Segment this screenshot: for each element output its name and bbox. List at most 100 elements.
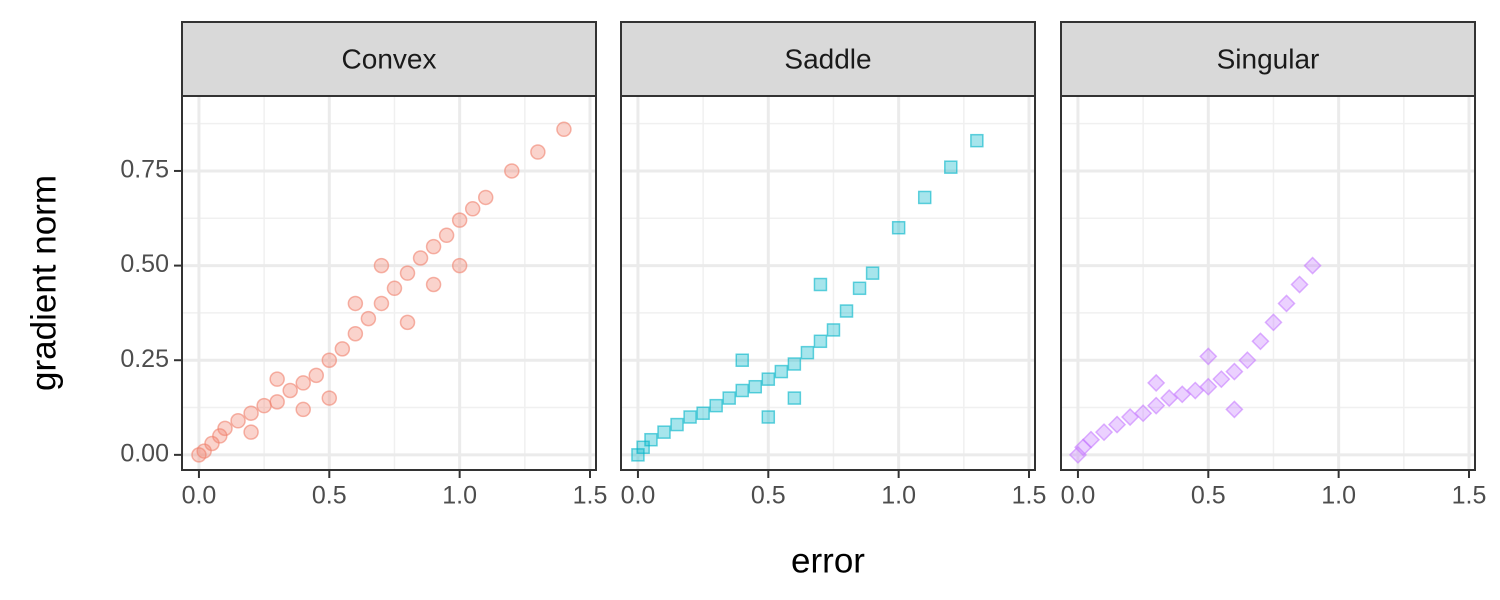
- point: [347, 325, 364, 342]
- x-tick-label: 0.0: [1061, 482, 1096, 510]
- point: [243, 424, 259, 440]
- point: [917, 190, 932, 205]
- y-tick-label: 0.75: [120, 156, 169, 184]
- point: [425, 238, 442, 255]
- x-tick-label: 1.5: [1012, 482, 1047, 510]
- point: [399, 265, 416, 281]
- point: [412, 250, 429, 266]
- point: [631, 448, 645, 462]
- point: [230, 413, 246, 429]
- point: [787, 357, 802, 371]
- point: [813, 277, 828, 292]
- point: [644, 432, 658, 447]
- x-tick-label: 1.0: [1321, 482, 1356, 510]
- point: [683, 410, 697, 424]
- point: [1225, 362, 1244, 381]
- point: [761, 372, 776, 386]
- point: [748, 379, 763, 394]
- strip-title: Saddle: [784, 43, 871, 74]
- point: [657, 425, 671, 439]
- point: [1303, 256, 1322, 275]
- point: [373, 295, 390, 312]
- point: [321, 352, 338, 368]
- point: [217, 420, 233, 437]
- point: [839, 304, 854, 318]
- point: [438, 227, 455, 244]
- point: [321, 390, 338, 406]
- point: [1068, 445, 1088, 464]
- point: [865, 266, 880, 280]
- x-tick-label: 0.5: [751, 482, 786, 510]
- y-axis-title: gradient norm: [24, 175, 63, 391]
- point: [282, 382, 298, 399]
- point: [504, 163, 520, 179]
- point: [425, 276, 442, 293]
- point: [1199, 377, 1218, 396]
- point: [477, 189, 494, 206]
- x-tick-label: 1.0: [442, 482, 477, 510]
- y-tick-label: 0.50: [120, 250, 169, 278]
- point: [212, 428, 228, 444]
- point: [451, 257, 468, 274]
- point: [970, 133, 984, 148]
- point: [944, 160, 958, 174]
- strip: [620, 21, 1036, 97]
- strip: [1060, 21, 1476, 97]
- point: [735, 353, 749, 367]
- x-tick-label: 1.5: [1452, 482, 1487, 510]
- point: [399, 314, 416, 331]
- panel-background: [621, 96, 1035, 470]
- strip-title: Convex: [342, 43, 437, 74]
- point: [464, 201, 481, 217]
- x-tick-label: 1.5: [573, 482, 608, 510]
- point: [347, 295, 364, 312]
- point: [386, 280, 403, 297]
- point: [826, 323, 841, 337]
- x-axis-title: error: [791, 541, 865, 580]
- point: [891, 220, 906, 235]
- point: [1225, 400, 1244, 419]
- point: [696, 406, 710, 420]
- point: [1277, 294, 1296, 313]
- strip-title: Singular: [1217, 43, 1320, 74]
- point: [308, 367, 325, 384]
- point: [722, 391, 736, 405]
- point: [1094, 423, 1114, 442]
- x-tick-label: 0.0: [182, 482, 217, 510]
- point: [1199, 347, 1218, 366]
- point: [787, 391, 802, 405]
- point: [761, 410, 776, 424]
- strip: [181, 21, 597, 97]
- point: [709, 398, 723, 413]
- y-tick-label: 0.00: [120, 439, 169, 467]
- point: [243, 405, 259, 421]
- x-tick-label: 1.0: [881, 482, 916, 510]
- point: [373, 257, 390, 274]
- point: [256, 397, 272, 414]
- point: [1147, 396, 1166, 415]
- point: [1147, 373, 1166, 392]
- point: [1081, 430, 1101, 449]
- point: [295, 401, 311, 418]
- point: [813, 334, 828, 349]
- point: [269, 371, 285, 387]
- point: [295, 375, 311, 391]
- point: [1134, 404, 1153, 423]
- point: [1290, 275, 1309, 294]
- x-tick-label: 0.5: [312, 482, 347, 510]
- x-tick-label: 0.0: [621, 482, 656, 510]
- point: [735, 383, 749, 398]
- point: [670, 417, 684, 432]
- y-tick-label: 0.25: [120, 345, 169, 373]
- point: [334, 341, 351, 357]
- point: [636, 440, 650, 455]
- point: [1264, 313, 1283, 332]
- point: [451, 212, 468, 228]
- point: [774, 364, 789, 379]
- point: [530, 144, 546, 160]
- point: [1251, 332, 1270, 351]
- x-tick-label: 0.5: [1191, 482, 1226, 510]
- panel-background: [1061, 96, 1475, 470]
